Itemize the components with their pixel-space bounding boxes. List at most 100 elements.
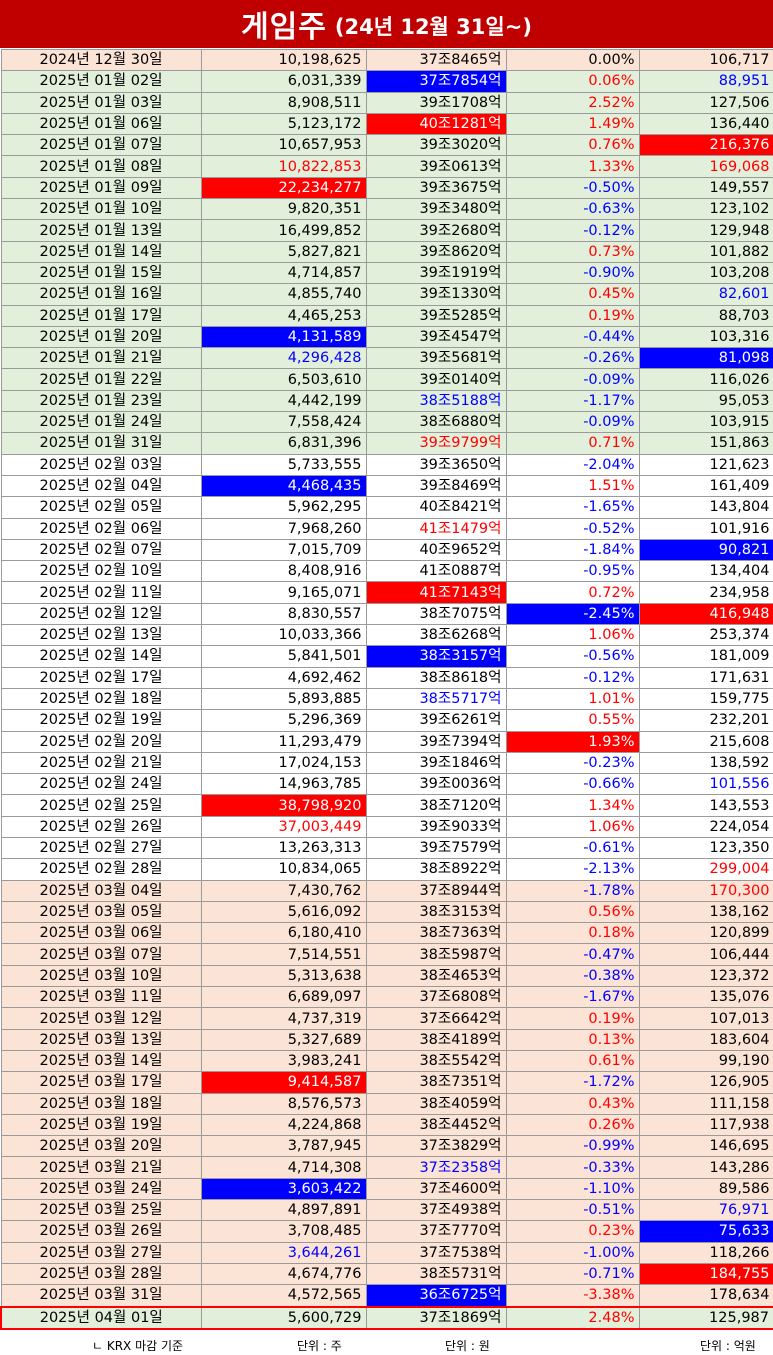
table-row: 2025년 02월 07일 7,015,709 40조9652억 -1.84% 90,8… xyxy=(0,538,773,562)
date-cell: 2025년 02월 14일 xyxy=(0,645,202,668)
volume-cell: 38,798,920 xyxy=(200,794,367,817)
date-cell: 2025년 03월 20일 xyxy=(0,1135,202,1158)
change-rate-cell: 0.26% xyxy=(505,1113,640,1137)
volume-cell: 5,893,885 xyxy=(200,687,367,711)
table-body: 2024년 12월 30일 10,198,625 37조8465억 0.00% 106,… xyxy=(0,48,773,1330)
change-rate-cell: 0.19% xyxy=(505,304,640,327)
volume-cell: 9,414,587 xyxy=(200,1071,367,1094)
table-row: 2025년 03월 13일 5,327,689 38조4189억 0.13% 183,6… xyxy=(0,1028,773,1051)
change-rate-cell: 1.33% xyxy=(505,155,640,178)
market-cap-cell: 41조1479억 xyxy=(365,517,507,540)
unit-value-label: 단위 : 억원 xyxy=(700,1339,756,1353)
change-rate-cell: -0.61% xyxy=(505,836,640,860)
market-cap-cell: 37조6808억 xyxy=(365,986,507,1009)
date-cell: 2025년 02월 12일 xyxy=(0,602,202,626)
trade-value-cell: 101,916 xyxy=(638,517,773,540)
market-cap-cell: 37조3829억 xyxy=(365,1135,507,1158)
trade-value-cell: 101,556 xyxy=(638,773,773,796)
market-cap-cell: 38조5731억 xyxy=(365,1262,507,1286)
date-cell: 2025년 01월 15일 xyxy=(0,261,202,285)
trade-value-cell: 127,506 xyxy=(638,91,773,114)
change-rate-cell: 0.55% xyxy=(505,709,640,732)
change-rate-cell: -0.99% xyxy=(505,1135,640,1158)
date-cell: 2025년 02월 21일 xyxy=(0,751,202,775)
market-cap-cell: 41조7143억 xyxy=(365,581,507,604)
volume-cell: 4,572,565 xyxy=(200,1284,367,1308)
date-cell: 2025년 03월 07일 xyxy=(0,943,202,966)
table-row: 2025년 03월 14일 3,983,241 38조5542억 0.61% 99,19… xyxy=(0,1049,773,1073)
date-cell: 2025년 03월 25일 xyxy=(0,1199,202,1222)
table-row: 2025년 01월 14일 5,827,821 39조8620억 0.73% 101,8… xyxy=(0,240,773,263)
date-cell: 2025년 01월 10일 xyxy=(0,198,202,221)
date-cell: 2025년 02월 13일 xyxy=(0,624,202,647)
date-cell: 2025년 02월 26일 xyxy=(0,815,202,838)
market-cap-cell: 39조0036억 xyxy=(365,773,507,796)
date-cell: 2025년 01월 13일 xyxy=(0,219,202,242)
date-cell: 2025년 03월 28일 xyxy=(0,1262,202,1286)
trade-value-cell: 138,162 xyxy=(638,900,773,924)
volume-cell: 8,830,557 xyxy=(200,602,367,626)
volume-cell: 4,465,253 xyxy=(200,304,367,327)
market-cap-cell: 38조3157억 xyxy=(365,645,507,668)
change-rate-cell: 1.49% xyxy=(505,112,640,136)
table-row: 2025년 01월 31일 6,831,396 39조9799억 0.71% 151,8… xyxy=(0,432,773,455)
trade-value-cell: 123,350 xyxy=(638,836,773,860)
trade-value-cell: 116,026 xyxy=(638,368,773,391)
volume-cell: 8,408,916 xyxy=(200,560,367,583)
market-cap-cell: 38조8922억 xyxy=(365,858,507,881)
change-rate-cell: 0.19% xyxy=(505,1007,640,1030)
table-row: 2025년 03월 10일 5,313,638 38조4653억 -0.38% 123,… xyxy=(0,964,773,988)
volume-cell: 5,962,295 xyxy=(200,496,367,519)
change-rate-cell: 0.18% xyxy=(505,922,640,945)
table-row: 2025년 01월 02일 6,031,339 37조7854억 0.06% 88,95… xyxy=(0,70,773,93)
volume-cell: 5,827,821 xyxy=(200,240,367,263)
table-row: 2025년 02월 12일 8,830,557 38조7075억 -2.45% 416,… xyxy=(0,602,773,626)
market-cap-cell: 39조3020억 xyxy=(365,134,507,157)
market-cap-cell: 41조0887억 xyxy=(365,560,507,583)
trade-value-cell: 120,899 xyxy=(638,922,773,945)
table-row: 2025년 03월 12일 4,737,319 37조6642억 0.19% 107,0… xyxy=(0,1007,773,1030)
volume-cell: 7,430,762 xyxy=(200,879,367,902)
market-cap-cell: 39조3675억 xyxy=(365,176,507,200)
table-row: 2025년 04월 01일 5,600,729 37조1869억 2.48% 125,9… xyxy=(0,1305,773,1330)
change-rate-cell: -1.17% xyxy=(505,389,640,413)
date-cell: 2025년 03월 18일 xyxy=(0,1092,202,1115)
trade-value-cell: 118,266 xyxy=(638,1241,773,1264)
market-cap-cell: 38조7363억 xyxy=(365,922,507,945)
market-cap-cell: 39조1919억 xyxy=(365,261,507,285)
table-row: 2025년 01월 08일 10,822,853 39조0613억 1.33% 169,… xyxy=(0,155,773,178)
market-cap-cell: 40조9652억 xyxy=(365,538,507,562)
trade-value-cell: 159,775 xyxy=(638,687,773,711)
market-cap-cell: 38조6880억 xyxy=(365,411,507,434)
date-cell: 2025년 02월 24일 xyxy=(0,773,202,796)
table-row: 2025년 01월 09일 22,234,277 39조3675억 -0.50% 149… xyxy=(0,176,773,200)
trade-value-cell: 117,938 xyxy=(638,1113,773,1137)
trade-value-cell: 99,190 xyxy=(638,1049,773,1073)
volume-cell: 10,834,065 xyxy=(200,858,367,881)
market-cap-cell: 39조7579억 xyxy=(365,836,507,860)
trade-value-cell: 136,440 xyxy=(638,112,773,136)
trade-value-cell: 125,987 xyxy=(638,1305,773,1330)
title-bar: 게임주 (24년 12월 31일~) xyxy=(0,0,773,48)
change-rate-cell: -2.45% xyxy=(505,602,640,626)
market-cap-cell: 39조1846억 xyxy=(365,751,507,775)
change-rate-cell: -0.71% xyxy=(505,1262,640,1286)
table-row: 2025년 02월 06일 7,968,260 41조1479억 -0.52% 101,… xyxy=(0,517,773,540)
market-cap-cell: 39조8620억 xyxy=(365,240,507,263)
date-cell: 2025년 04월 01일 xyxy=(0,1305,202,1330)
trade-value-cell: 75,633 xyxy=(638,1220,773,1243)
change-rate-cell: -0.12% xyxy=(505,219,640,242)
trade-value-cell: 416,948 xyxy=(638,602,773,626)
market-cap-cell: 37조6642억 xyxy=(365,1007,507,1030)
volume-cell: 5,327,689 xyxy=(200,1028,367,1051)
market-cap-cell: 36조6725억 xyxy=(365,1284,507,1308)
market-cap-cell: 39조9799억 xyxy=(365,432,507,455)
date-cell: 2025년 02월 27일 xyxy=(0,836,202,860)
table-row: 2025년 01월 10일 9,820,351 39조3480억 -0.63% 123,… xyxy=(0,198,773,221)
change-rate-cell: -0.38% xyxy=(505,964,640,988)
change-rate-cell: -0.23% xyxy=(505,751,640,775)
volume-cell: 6,503,610 xyxy=(200,368,367,391)
trade-value-cell: 121,623 xyxy=(638,453,773,476)
date-cell: 2025년 02월 11일 xyxy=(0,581,202,604)
trade-value-cell: 123,102 xyxy=(638,198,773,221)
